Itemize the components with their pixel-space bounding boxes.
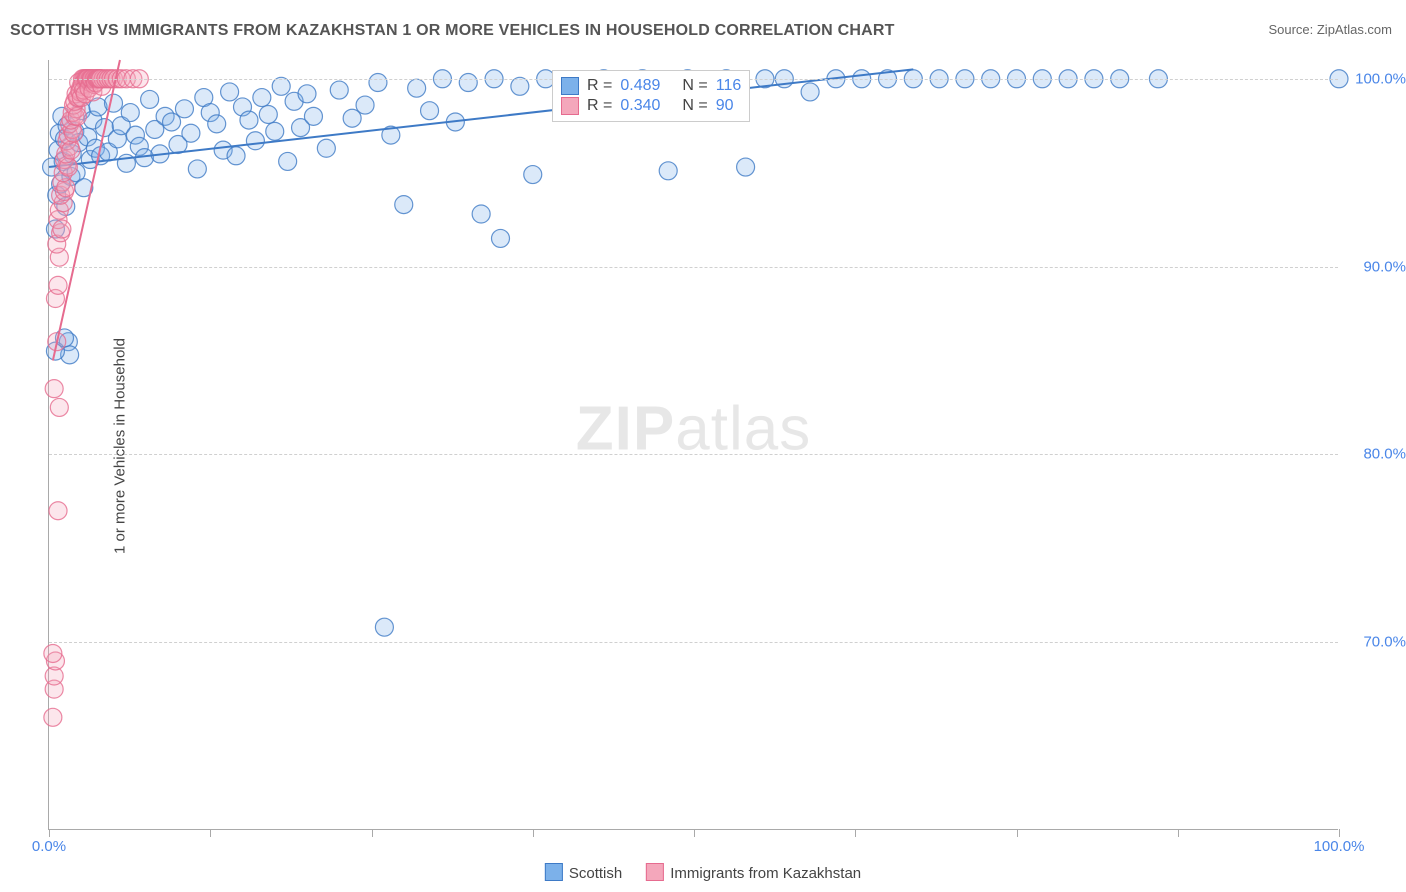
scottish-point — [188, 160, 206, 178]
stats-r-value: 0.340 — [620, 97, 660, 115]
kazakh-point — [45, 380, 63, 398]
kazakh-point — [50, 398, 68, 416]
scottish-point — [369, 74, 387, 92]
scottish-point — [253, 89, 271, 107]
scottish-point — [208, 115, 226, 133]
scottish-point — [511, 77, 529, 95]
scottish-point — [524, 166, 542, 184]
stats-row-scottish: R = 0.489 N = 116 — [561, 77, 741, 95]
scottish-point — [121, 104, 139, 122]
legend-swatch — [545, 863, 563, 881]
stats-n-label: N = — [682, 97, 707, 115]
scottish-point — [266, 122, 284, 140]
y-tick-label: 100.0% — [1346, 70, 1406, 87]
gridline — [49, 454, 1338, 455]
legend-label: Immigrants from Kazakhstan — [670, 865, 861, 882]
scottish-point — [421, 102, 439, 120]
x-tick-mark — [1017, 829, 1018, 837]
stats-n-value: 90 — [716, 97, 734, 115]
scottish-point — [141, 90, 159, 108]
x-tick-mark — [1339, 829, 1340, 837]
kazakh-point — [44, 644, 62, 662]
y-tick-label: 80.0% — [1346, 446, 1406, 463]
gridline — [49, 267, 1338, 268]
correlation-stats-box: R = 0.489 N = 116 R = 0.340 N = 90 — [552, 70, 750, 122]
stats-row-kazakh: R = 0.340 N = 90 — [561, 97, 741, 115]
scottish-point — [182, 124, 200, 142]
x-tick-mark — [1178, 829, 1179, 837]
legend: Scottish Immigrants from Kazakhstan — [545, 863, 861, 882]
scottish-point — [492, 229, 510, 247]
scottish-point — [737, 158, 755, 176]
x-tick-mark — [372, 829, 373, 837]
x-tick-mark — [49, 829, 50, 837]
plot-svg — [49, 60, 1339, 830]
kazakh-point — [49, 276, 67, 294]
scottish-point — [304, 107, 322, 125]
x-tick-mark — [533, 829, 534, 837]
scottish-point — [259, 105, 277, 123]
stats-n-label: N = — [682, 77, 707, 95]
plot-area: ZIPatlas 70.0%80.0%90.0%100.0%0.0%100.0% — [48, 60, 1338, 830]
scottish-point — [317, 139, 335, 157]
x-tick-mark — [855, 829, 856, 837]
x-tick-mark — [210, 829, 211, 837]
scottish-point — [221, 83, 239, 101]
stats-n-value: 116 — [716, 77, 742, 95]
scottish-point — [801, 83, 819, 101]
chart-title: SCOTTISH VS IMMIGRANTS FROM KAZAKHSTAN 1… — [10, 22, 895, 40]
gridline — [49, 642, 1338, 643]
scottish-point — [279, 152, 297, 170]
y-tick-label: 70.0% — [1346, 634, 1406, 651]
scottish-point — [330, 81, 348, 99]
scottish-point — [105, 94, 123, 112]
scottish-point — [240, 111, 258, 129]
scottish-point — [298, 85, 316, 103]
stats-swatch — [561, 77, 579, 95]
x-tick-label: 100.0% — [1314, 838, 1365, 855]
legend-swatch — [646, 863, 664, 881]
kazakh-point — [53, 220, 71, 238]
stats-r-value: 0.489 — [620, 77, 660, 95]
scottish-point — [175, 100, 193, 118]
chart-container: SCOTTISH VS IMMIGRANTS FROM KAZAKHSTAN 1… — [0, 0, 1406, 892]
scottish-point — [356, 96, 374, 114]
scottish-point — [408, 79, 426, 97]
source-name: ZipAtlas.com — [1317, 22, 1392, 37]
kazakh-point — [44, 708, 62, 726]
scottish-point — [246, 132, 264, 150]
legend-item-kazakh: Immigrants from Kazakhstan — [646, 863, 861, 882]
source-attribution: Source: ZipAtlas.com — [1268, 22, 1392, 37]
kazakh-point — [49, 502, 67, 520]
y-tick-label: 90.0% — [1346, 258, 1406, 275]
scottish-point — [375, 618, 393, 636]
scottish-point — [472, 205, 490, 223]
scottish-point — [395, 196, 413, 214]
stats-r-label: R = — [587, 97, 612, 115]
scottish-point — [659, 162, 677, 180]
scottish-point — [459, 74, 477, 92]
source-prefix: Source: — [1268, 22, 1316, 37]
legend-item-scottish: Scottish — [545, 863, 622, 882]
x-tick-mark — [694, 829, 695, 837]
scottish-point — [272, 77, 290, 95]
stats-r-label: R = — [587, 77, 612, 95]
scottish-point — [227, 147, 245, 165]
stats-swatch — [561, 97, 579, 115]
x-tick-label: 0.0% — [32, 838, 66, 855]
legend-label: Scottish — [569, 865, 622, 882]
